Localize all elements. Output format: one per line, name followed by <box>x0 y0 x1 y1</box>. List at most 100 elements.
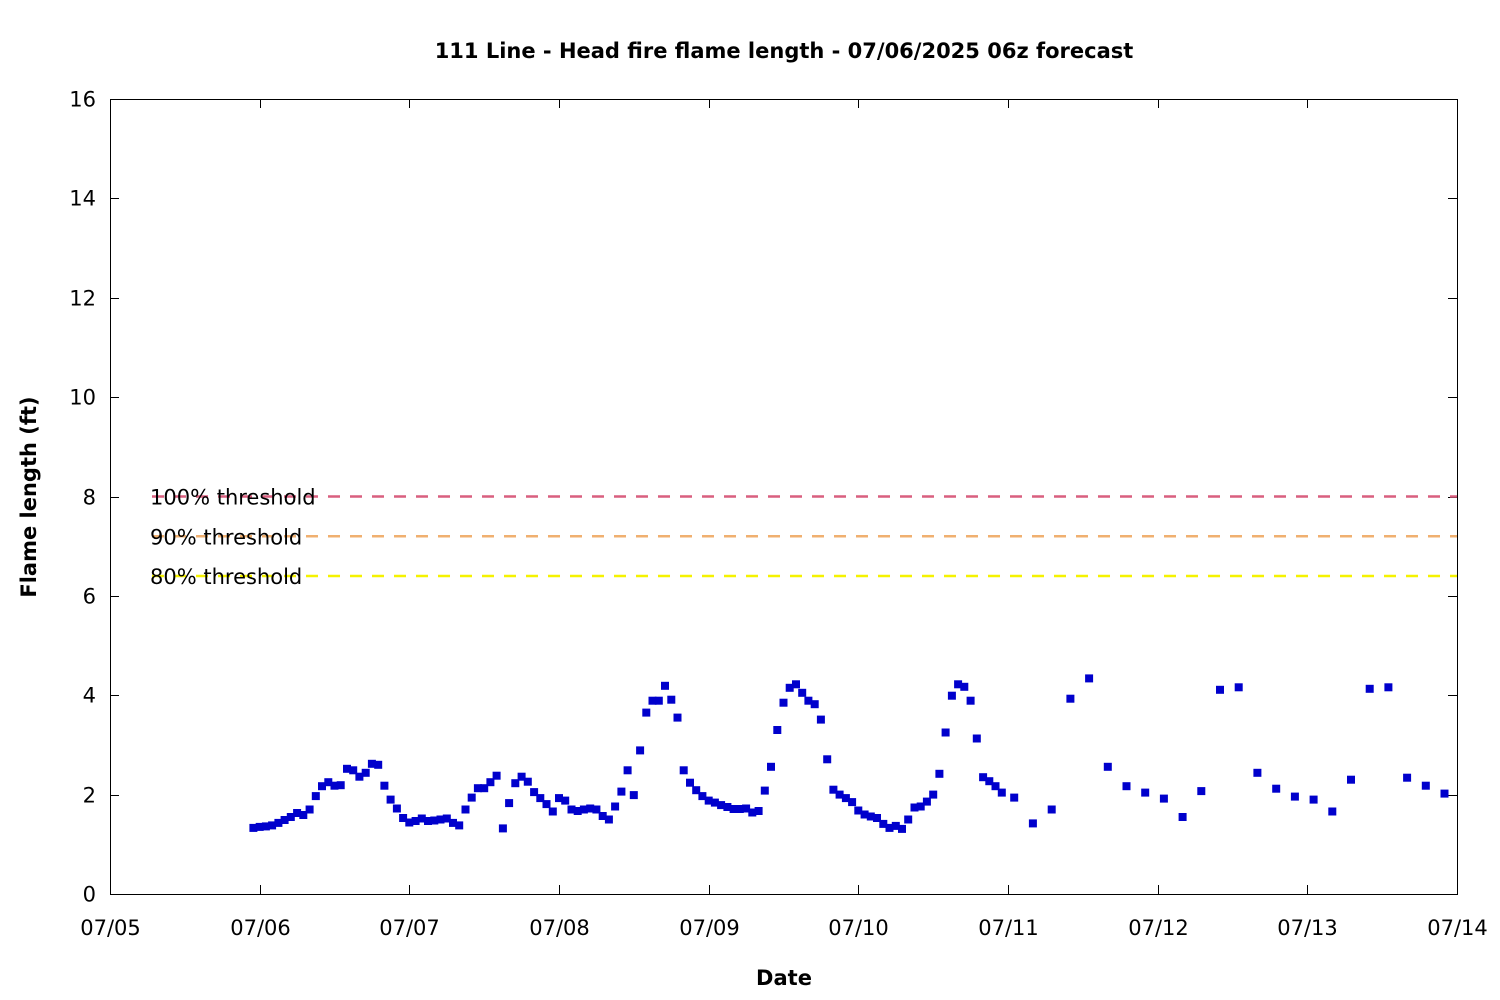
data-point <box>1290 792 1299 801</box>
data-point <box>511 779 520 788</box>
data-point <box>1085 674 1094 683</box>
data-point <box>318 782 326 791</box>
data-point <box>1328 807 1337 816</box>
data-point <box>854 806 863 815</box>
data-point <box>1440 789 1449 798</box>
data-point <box>592 805 601 814</box>
data-point <box>667 695 676 704</box>
data-point <box>1178 813 1187 821</box>
x-tick-label: 07/05 <box>80 916 141 940</box>
data-point <box>1047 805 1056 814</box>
data-point <box>430 816 439 825</box>
data-point <box>629 791 638 800</box>
data-point <box>742 804 751 813</box>
data-point <box>386 795 395 804</box>
data-point <box>1028 819 1037 828</box>
data-point <box>498 824 507 833</box>
data-point <box>411 817 420 825</box>
data-point <box>735 805 744 813</box>
data-point <box>810 700 819 709</box>
data-point <box>760 786 769 795</box>
data-point <box>305 805 314 814</box>
x-tick-label: 07/10 <box>828 916 889 940</box>
data-point <box>723 803 732 811</box>
data-point <box>573 807 582 815</box>
data-point <box>604 815 613 824</box>
data-point <box>293 809 302 817</box>
data-point <box>648 696 657 705</box>
data-point <box>754 807 763 815</box>
data-point <box>617 787 626 796</box>
data-point <box>1234 683 1243 692</box>
data-point <box>866 812 875 821</box>
data-point <box>280 816 289 824</box>
y-tick-label: 6 <box>83 585 96 609</box>
data-point <box>598 812 607 820</box>
data-point <box>966 696 975 705</box>
data-point <box>392 804 401 813</box>
data-point <box>286 813 295 821</box>
y-axis-label: Flame length (ft) <box>17 396 41 597</box>
data-point <box>517 772 526 781</box>
data-point <box>330 781 339 790</box>
threshold-lines: 100% threshold 90% threshold 80% threshold <box>150 486 1457 589</box>
data-point <box>449 818 457 827</box>
data-point <box>505 799 514 808</box>
data-point <box>991 782 1000 791</box>
data-point <box>1384 683 1393 692</box>
data-point <box>885 823 894 832</box>
x-tick-label: 07/06 <box>230 916 291 940</box>
data-point <box>1216 685 1224 694</box>
data-point <box>399 814 408 822</box>
data-point <box>823 755 832 764</box>
data-point <box>480 784 489 793</box>
data-point <box>904 815 913 824</box>
data-point <box>542 800 551 809</box>
data-point <box>972 734 981 743</box>
x-tick-label: 07/08 <box>529 916 590 940</box>
x-axis: 07/05 07/06 07/07 07/08 07/09 07/10 07/11 07/12… <box>80 99 1488 940</box>
data-point <box>922 797 931 806</box>
data-point <box>424 817 432 825</box>
data-point <box>249 823 258 832</box>
data-point <box>717 801 726 810</box>
data-point <box>1403 773 1412 782</box>
y-tick-label: 14 <box>69 187 96 211</box>
data-point <box>654 696 663 705</box>
data-point <box>1159 794 1168 803</box>
data-point <box>548 807 557 816</box>
threshold-label: 80% threshold <box>150 565 302 589</box>
y-tick-label: 16 <box>69 88 96 112</box>
data-point <box>436 815 445 824</box>
x-tick-label: 07/13 <box>1277 916 1338 940</box>
data-point <box>561 796 570 805</box>
x-tick-label: 07/14 <box>1427 916 1488 940</box>
data-point <box>954 680 963 689</box>
data-point <box>367 759 376 768</box>
data-point <box>798 688 807 697</box>
data-point <box>261 822 270 831</box>
y-axis: 0 2 4 6 8 10 12 14 16 <box>69 88 1457 907</box>
data-point <box>1421 781 1430 790</box>
data-point <box>311 792 320 801</box>
data-point <box>586 804 595 813</box>
x-tick-label: 07/09 <box>679 916 740 940</box>
data-point <box>299 811 308 819</box>
data-point <box>374 760 383 769</box>
data-point <box>1066 694 1075 703</box>
data-point <box>417 814 426 823</box>
data-point <box>916 802 925 811</box>
threshold-label: 90% threshold <box>150 525 302 549</box>
data-point <box>1197 787 1206 796</box>
data-point <box>979 773 988 782</box>
data-point <box>324 778 333 787</box>
data-point <box>555 794 563 803</box>
y-tick-label: 2 <box>83 784 96 808</box>
y-tick-label: 0 <box>83 883 96 907</box>
x-axis-label: Date <box>756 966 812 990</box>
data-point <box>636 746 645 755</box>
data-point <box>1141 788 1150 797</box>
data-point <box>698 792 707 801</box>
data-point <box>1103 762 1112 771</box>
